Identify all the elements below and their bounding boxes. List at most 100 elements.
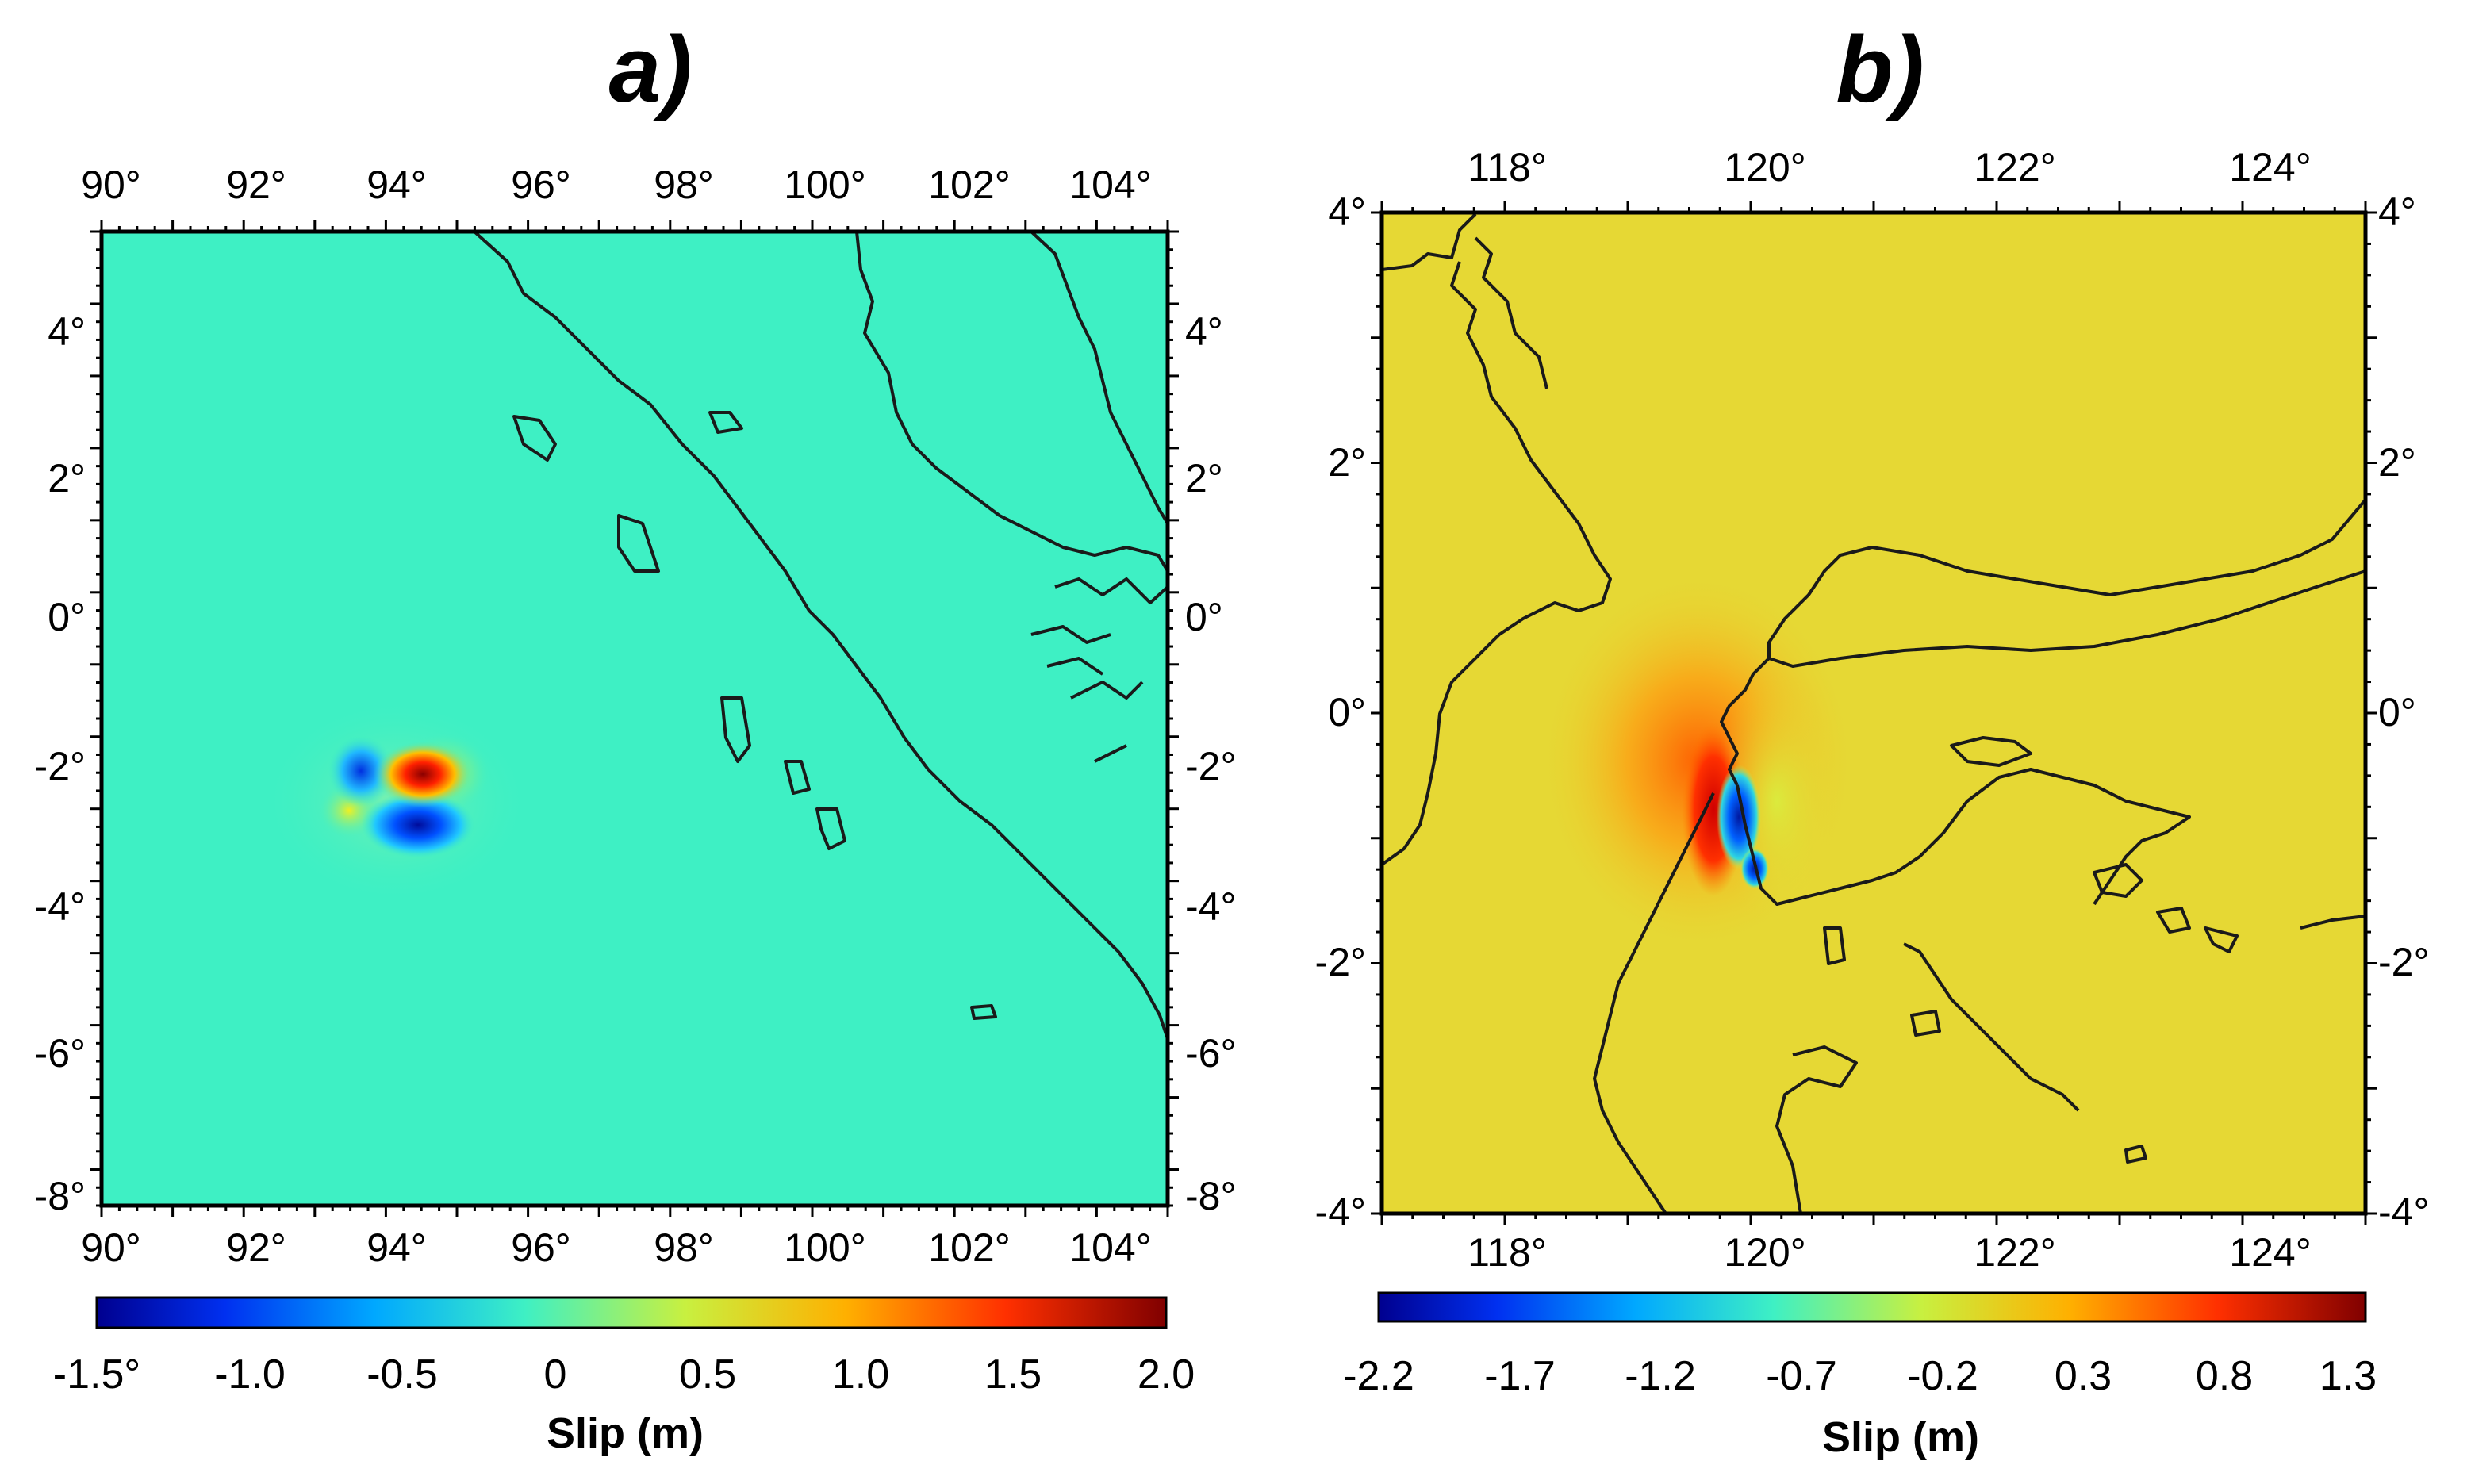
panel-a-blue-lobe-lower [361,792,475,858]
panel-b-cb-tick: -1.2 [1625,1353,1696,1399]
panel-b-xtick-bottom: 120° [1724,1230,1805,1275]
panel-b-xtick-bottom: 124° [2229,1230,2311,1275]
nias-island [617,514,660,573]
panel-a-background [102,232,1168,1206]
panel-a-ytick-right: -2° [1185,744,1236,788]
panel-b-cb-tick: 1.3 [2319,1353,2377,1399]
panel-a-cb-tick: -1.5° [53,1352,140,1398]
panel-a-ytick-left: -6° [35,1031,86,1076]
panel-a-y-ticks-left: 4° 2° 0° -2° -4° -6° -8° [35,309,86,1218]
panel-a-cb-tick: -1.0 [214,1352,286,1398]
panel-a-xtick-bottom: 96° [511,1225,571,1270]
panel-b-map [1382,213,2365,1214]
panel-a-title: a) [609,17,693,122]
panel-b-background [1382,213,2365,1214]
panel-b-cb-tick: -0.2 [1907,1353,1978,1399]
panel-b-ytick-left: 0° [1328,690,1366,734]
panel-a-cb-tick: 1.0 [832,1352,889,1398]
panel-a-xtick-bottom: 104° [1069,1225,1151,1270]
panel-b-coastlines [1382,213,2365,1214]
riau-islands [1030,577,1168,763]
panel-a-xtick-top: 98° [654,163,714,207]
panel-a-xtick-bottom: 98° [654,1225,714,1270]
panel-b-xtick-top: 120° [1724,145,1805,190]
panel-a-cb-tick: -0.5 [366,1352,438,1398]
panel-a-x-ticks-bottom: 90° 92° 94° 96° 98° 100° 102° 104° [81,1225,1152,1270]
panel-a-red-lobe [374,741,472,807]
panel-b-title: b) [1836,17,1924,122]
sumatra-east-coast [855,232,1168,573]
panel-b-colorbar: -2.2 -1.7 -1.2 -0.7 -0.2 0.3 0.8 1.3 Sli… [1343,1291,2377,1461]
panel-b-ytick-right: 4° [2378,190,2416,234]
panel-a-xtick-top: 94° [366,163,427,207]
panel-a-xtick-top: 92° [226,163,286,207]
small-island-east [2124,1145,2147,1164]
panel-b-colorbar-label: Slip (m) [1822,1413,1979,1461]
panel-b-y-ticks-left: 4° 2° 0° -2° -4° [1315,190,1366,1234]
panel-a-xtick-top: 104° [1069,163,1151,207]
panel-a-xtick-bottom: 100° [784,1225,865,1270]
panel-a-blue-lobe-upper [328,735,394,807]
borneo-coast-east [1474,236,1548,389]
panel-b-x-ticks-top: 118° 120° 122° 124° [1468,145,2312,190]
pagai-island [815,807,846,850]
panel-a-xtick-bottom: 94° [366,1225,427,1270]
panel-b-y-ticks-right: 4° 2° 0° -2° -4° [2378,190,2429,1234]
panel-a-cb-tick: 0.5 [679,1352,736,1398]
togian-islands [1950,736,2032,767]
simeulue-island [512,415,557,462]
sulawesi-central [1736,768,2191,906]
panel-a-cb-tick: 0 [544,1352,567,1398]
panel-b-ytick-right: -2° [2378,940,2429,984]
panel-a-ytick-left: -4° [35,884,86,929]
panel-b: b) [1315,17,2430,1461]
panel-a-ytick-right: 4° [1185,309,1223,354]
panel-a-ticks [90,220,1179,1217]
sulawesi-southeast-arm [1775,942,2080,1214]
panel-a-ytick-left: 0° [48,595,86,639]
panel-b-ytick-right: 2° [2378,440,2416,485]
panel-b-ytick-left: -4° [1315,1190,1366,1234]
panel-a-y-ticks-right: 4° 2° 0° -2° -4° -6° -8° [1185,309,1236,1218]
panel-a-coastlines [473,232,1168,1040]
panel-a-colorbar-label: Slip (m) [547,1409,704,1457]
sumatra-west-coast [473,232,1168,1040]
panel-a-ytick-right: -6° [1185,1031,1236,1076]
panel-a-x-ticks-top: 90° 92° 94° 96° 98° 100° 102° 104° [81,163,1152,207]
panel-b-ytick-left: 2° [1328,440,1366,485]
panel-b-ytick-left: 4° [1328,190,1366,234]
panel-a-cb-tick: 2.0 [1138,1352,1195,1398]
malay-coast [1030,232,1168,525]
panel-a-ytick-left: 2° [48,456,86,500]
panel-b-xtick-bottom: 122° [1974,1230,2055,1275]
sipora-island [784,760,811,795]
panel-a-ytick-left: 4° [48,309,86,354]
panel-b-cb-tick: 0.8 [2196,1353,2253,1399]
panel-a-colorbar: -1.5° -1.0 -0.5 0 0.5 1.0 1.5 2.0 Slip (… [53,1296,1195,1457]
panel-b-ytick-right: 0° [2378,690,2416,734]
panel-b-ytick-left: -2° [1315,940,1366,984]
panel-a-map [102,232,1168,1206]
borneo-coast [1382,213,1612,866]
panel-a-xtick-top: 100° [784,163,865,207]
panel-a: a) [35,17,1237,1457]
panel-a-colorbar-gradient [95,1296,1168,1329]
panel-a-cb-tick: 1.5 [984,1352,1042,1398]
panel-a-xtick-bottom: 90° [81,1225,141,1270]
panel-a-ytick-left: -8° [35,1174,86,1218]
panel-b-cb-tick: -2.2 [1343,1353,1414,1399]
panel-a-ytick-right: -4° [1185,884,1236,929]
panel-b-xtick-top: 122° [1974,145,2055,190]
panel-b-x-ticks-bottom: 118° 120° 122° 124° [1468,1230,2312,1275]
sulawesi-north-arm [1767,498,2365,668]
panel-a-xtick-bottom: 92° [226,1225,286,1270]
panel-a-ytick-right: 0° [1185,595,1223,639]
panel-a-xtick-top: 90° [81,163,141,207]
panel-a-ytick-right: 2° [1185,456,1223,500]
panel-b-cb-tick: -0.7 [1766,1353,1837,1399]
panel-a-xtick-top: 102° [928,163,1010,207]
siberut-island [720,696,751,763]
panel-b-cb-tick: -1.7 [1484,1353,1556,1399]
lake-poso [1823,926,1846,965]
panel-b-cb-tick: 0.3 [2055,1353,2112,1399]
